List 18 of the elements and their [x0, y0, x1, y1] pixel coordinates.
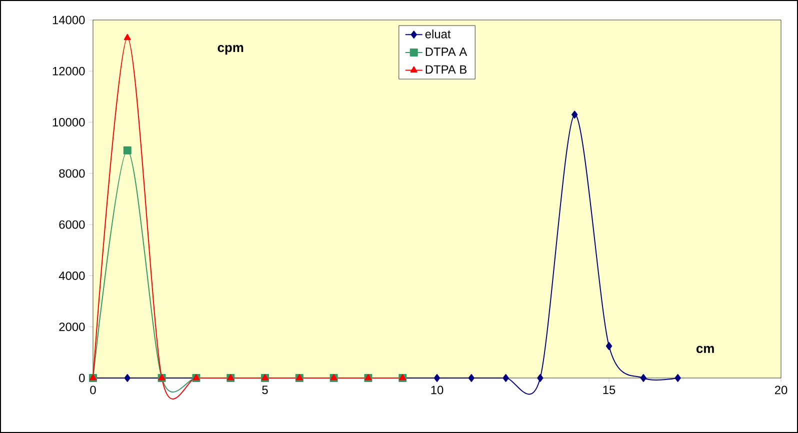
x-tick-label: 15: [603, 386, 616, 394]
y-tick-label: 10000: [52, 118, 85, 127]
legend-label: DTPA A: [426, 48, 468, 56]
x-axis-title: cm: [696, 346, 714, 353]
y-tick-label: 8000: [59, 169, 85, 178]
y-tick-label: 14000: [52, 16, 85, 24]
x-tick-label: 0: [90, 386, 96, 394]
x-tick-label: 5: [262, 386, 268, 394]
y-axis-title: cpm: [218, 45, 244, 55]
y-tick-label: 4000: [58, 271, 85, 280]
x-tick-label: 20: [774, 386, 788, 394]
x-tick-label: 10: [431, 386, 444, 394]
legend-label: eluat: [425, 30, 451, 38]
y-tick-label: 6000: [59, 220, 85, 229]
y-tick-label: 2000: [59, 322, 85, 332]
y-tick-label: 12000: [52, 66, 85, 76]
legend-label: DTPA B: [426, 65, 467, 74]
y-tick-label: 0: [79, 374, 85, 382]
